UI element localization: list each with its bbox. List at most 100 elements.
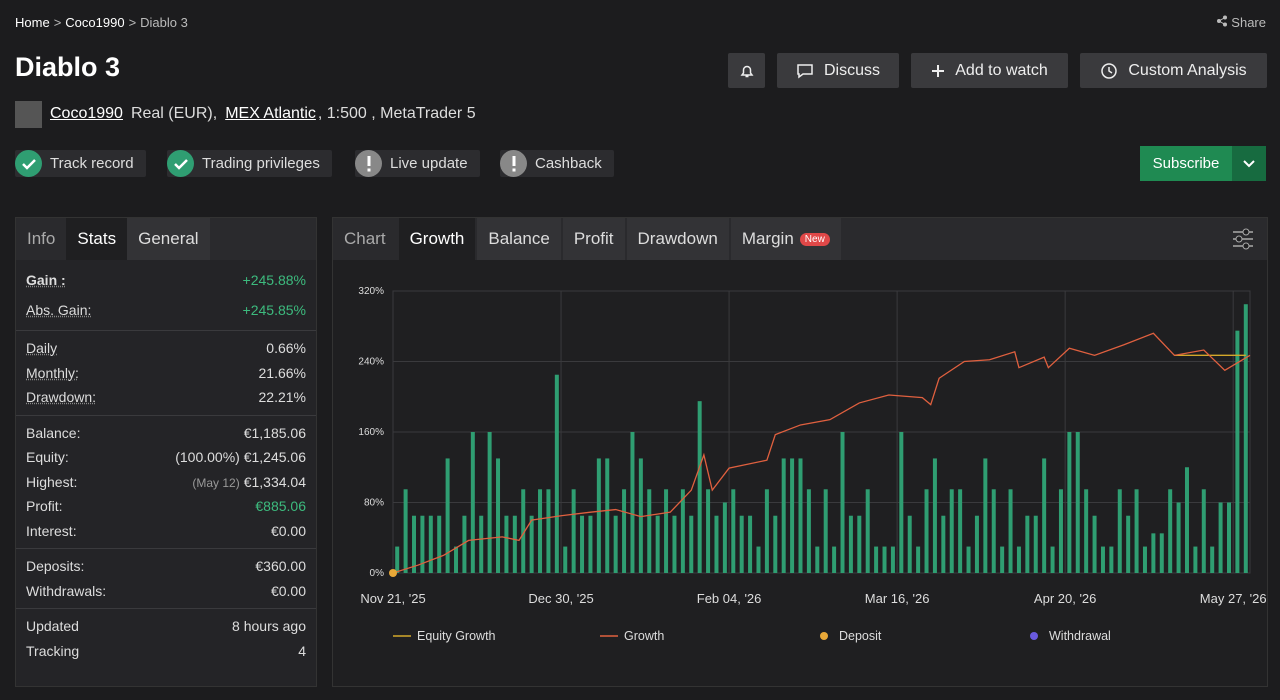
bar [462, 515, 467, 573]
bar [1109, 546, 1114, 573]
bell-button[interactable] [728, 53, 765, 88]
bar [1050, 546, 1055, 573]
stat-value-wrap: +245.88% [243, 272, 306, 288]
bar [1084, 489, 1089, 573]
bar [1042, 458, 1047, 573]
badge-label: Track record [50, 155, 134, 172]
bar [739, 515, 744, 573]
bar [1100, 546, 1105, 573]
bar [916, 546, 921, 573]
bar [1176, 502, 1181, 573]
stat-value: €885.06 [255, 498, 306, 515]
crumb[interactable]: Coco1990 [65, 15, 125, 30]
stat-label: Deposits: [26, 558, 85, 575]
stats-row: Interest: €0.00 [16, 519, 316, 544]
tab[interactable]: Chart [344, 229, 386, 248]
bar [840, 432, 845, 573]
y-tick-label: 320% [358, 286, 384, 297]
bar [1008, 489, 1013, 573]
bar [924, 489, 929, 573]
user-link[interactable]: Coco1990 [50, 105, 123, 122]
bar [437, 515, 442, 573]
bar [966, 546, 971, 573]
bar [790, 458, 795, 573]
stat-label: Updated [26, 618, 79, 635]
bar [580, 515, 585, 573]
stat-value-wrap: €0.00 [271, 523, 306, 539]
share-icon [1216, 15, 1227, 27]
stat-value: (100.00%) €1,245.06 [175, 449, 306, 466]
stats-row: Daily 0.66% [16, 336, 316, 361]
share[interactable]: Share [1216, 15, 1266, 30]
tab[interactable]: Info [27, 229, 56, 248]
bar [722, 502, 727, 573]
stat-value-wrap: 0.66% [266, 340, 306, 356]
subscribe-dropdown[interactable] [1232, 146, 1266, 181]
bar [1016, 546, 1021, 573]
bar [445, 458, 450, 573]
stat-value-wrap: 22.21% [259, 389, 306, 405]
bar [630, 432, 635, 573]
x-tick-label: Mar 16, '26 [865, 591, 930, 606]
analysis-button[interactable]: Custom Analysis [1080, 53, 1267, 88]
avatar [15, 100, 42, 128]
stat-label: Highest: [26, 473, 78, 490]
stat-label: Withdrawals: [26, 582, 107, 599]
watch-button[interactable]: Add to watch [911, 53, 1068, 88]
bar [1168, 489, 1173, 573]
icon [797, 63, 813, 78]
tab[interactable]: Balance [477, 218, 561, 260]
stats-row: Tracking 4 [16, 639, 316, 664]
bar [420, 515, 425, 573]
share-label: Share [1231, 15, 1266, 30]
broker-link[interactable]: MEX Atlantic [225, 105, 316, 122]
x-tick-label: Nov 21, '25 [360, 591, 425, 606]
stats-group: Balance: €1,185.06 Equity: (100.00%) €1,245… [16, 416, 316, 549]
bar [764, 489, 769, 573]
bar [504, 515, 509, 573]
legend-label: Growth [624, 629, 664, 643]
bar [487, 432, 492, 573]
crumb: Diablo 3 [140, 15, 188, 30]
stats-body: Gain : +245.88% Abs. Gain: +245.85% Daily 0.6… [16, 260, 316, 668]
bar [815, 546, 820, 573]
discuss-button[interactable]: Discuss [777, 53, 899, 88]
bar [1201, 489, 1206, 573]
stats-group: Deposits: €360.00 Withdrawals: €0.00 [16, 549, 316, 609]
bar [428, 515, 433, 573]
bar [1126, 515, 1131, 573]
tab[interactable]: Margin New [730, 218, 841, 260]
legend-label: Deposit [839, 629, 882, 643]
tab[interactable]: General [127, 218, 210, 260]
tab[interactable]: Drawdown [626, 218, 729, 260]
stat-value: €0.00 [270, 522, 306, 539]
bar [1226, 502, 1231, 573]
bar [899, 432, 904, 573]
bar [798, 458, 803, 573]
stat-label: Profit: [26, 498, 63, 515]
subscribe-label: Subscribe [1152, 155, 1220, 172]
stat-value: 8 hours ago [232, 618, 306, 635]
bar [949, 489, 954, 573]
settings-icon[interactable] [1231, 228, 1255, 250]
y-tick-label: 160% [358, 427, 384, 438]
stat-label: Drawdown: [26, 389, 97, 406]
bar [1000, 546, 1005, 573]
tab[interactable]: Growth [398, 218, 476, 260]
tab[interactable]: Stats [66, 218, 128, 260]
bar [1184, 467, 1189, 573]
bar [1159, 533, 1164, 573]
bar [1075, 432, 1080, 573]
crumb[interactable]: Home [15, 15, 50, 30]
title: Diablo 3 [15, 52, 121, 82]
check [21, 158, 36, 170]
bar [479, 515, 484, 573]
tab[interactable]: Profit [562, 218, 625, 260]
stats-row: Highest: (May 12) €1,334.04 [16, 470, 316, 495]
subscribe-button[interactable]: Subscribe [1140, 146, 1266, 181]
bar [655, 515, 660, 573]
bar [1134, 489, 1139, 573]
stats-row: Drawdown: 22.21% [16, 385, 316, 410]
bar [454, 546, 459, 573]
badge: Track record [15, 150, 146, 177]
